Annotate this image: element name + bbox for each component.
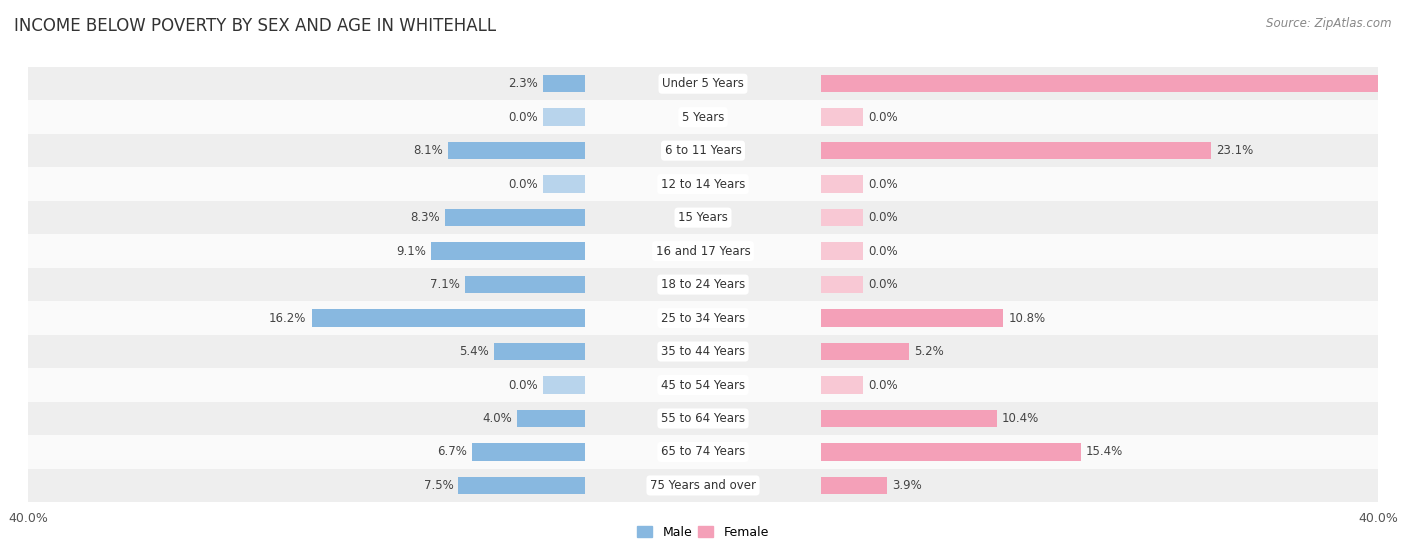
Text: 9.1%: 9.1% [396, 244, 426, 258]
Bar [821, 108, 863, 126]
Text: 15.4%: 15.4% [1085, 445, 1123, 459]
Bar [821, 376, 863, 394]
Text: Source: ZipAtlas.com: Source: ZipAtlas.com [1267, 17, 1392, 30]
Text: 5 Years: 5 Years [682, 110, 724, 124]
Bar [449, 142, 585, 160]
Bar [28, 335, 1378, 368]
Bar [28, 201, 1378, 234]
Text: 8.1%: 8.1% [413, 144, 443, 157]
Text: Under 5 Years: Under 5 Years [662, 77, 744, 90]
Text: 4.0%: 4.0% [482, 412, 512, 425]
Text: 55 to 64 Years: 55 to 64 Years [661, 412, 745, 425]
Text: 2.3%: 2.3% [508, 77, 537, 90]
Text: 23.1%: 23.1% [1216, 144, 1253, 157]
Text: 0.0%: 0.0% [869, 211, 898, 224]
Text: 5.4%: 5.4% [458, 345, 489, 358]
Bar [28, 368, 1378, 402]
Bar [517, 410, 585, 427]
Text: 0.0%: 0.0% [869, 244, 898, 258]
Bar [28, 100, 1378, 134]
Text: 16 and 17 Years: 16 and 17 Years [655, 244, 751, 258]
Bar [432, 242, 585, 260]
Bar [312, 309, 585, 327]
Bar [821, 410, 997, 427]
Text: 16.2%: 16.2% [269, 311, 307, 325]
Bar [28, 67, 1378, 100]
Text: 10.8%: 10.8% [1008, 311, 1046, 325]
Bar [472, 443, 585, 461]
Bar [821, 477, 887, 494]
Text: 0.0%: 0.0% [508, 110, 537, 124]
Bar [821, 242, 863, 260]
Bar [28, 234, 1378, 268]
Bar [543, 108, 585, 126]
Bar [28, 402, 1378, 435]
Bar [821, 276, 863, 294]
Legend: Male, Female: Male, Female [633, 521, 773, 544]
Bar [28, 134, 1378, 167]
Text: 0.0%: 0.0% [508, 177, 537, 191]
Bar [821, 75, 1406, 93]
Text: 0.0%: 0.0% [508, 378, 537, 392]
Bar [543, 376, 585, 394]
Text: 0.0%: 0.0% [869, 378, 898, 392]
Text: 6 to 11 Years: 6 to 11 Years [665, 144, 741, 157]
Text: 0.0%: 0.0% [869, 278, 898, 291]
Text: 25 to 34 Years: 25 to 34 Years [661, 311, 745, 325]
Bar [28, 268, 1378, 301]
Bar [458, 477, 585, 494]
Bar [821, 209, 863, 227]
Text: 7.1%: 7.1% [430, 278, 460, 291]
Bar [28, 301, 1378, 335]
Text: 0.0%: 0.0% [869, 177, 898, 191]
Text: 18 to 24 Years: 18 to 24 Years [661, 278, 745, 291]
Text: 35 to 44 Years: 35 to 44 Years [661, 345, 745, 358]
Bar [444, 209, 585, 227]
Bar [465, 276, 585, 294]
Bar [543, 175, 585, 193]
Bar [494, 343, 585, 360]
Bar [821, 142, 1211, 160]
Bar [821, 343, 908, 360]
Text: 0.0%: 0.0% [869, 110, 898, 124]
Text: 12 to 14 Years: 12 to 14 Years [661, 177, 745, 191]
Text: 8.3%: 8.3% [411, 211, 440, 224]
Bar [28, 435, 1378, 469]
Text: 3.9%: 3.9% [891, 479, 922, 492]
Bar [28, 167, 1378, 201]
Text: 65 to 74 Years: 65 to 74 Years [661, 445, 745, 459]
Text: 15 Years: 15 Years [678, 211, 728, 224]
Text: 45 to 54 Years: 45 to 54 Years [661, 378, 745, 392]
Text: 75 Years and over: 75 Years and over [650, 479, 756, 492]
Bar [821, 309, 1004, 327]
Bar [821, 443, 1081, 461]
Bar [543, 75, 585, 93]
Text: 5.2%: 5.2% [914, 345, 943, 358]
Text: 7.5%: 7.5% [423, 479, 453, 492]
Text: INCOME BELOW POVERTY BY SEX AND AGE IN WHITEHALL: INCOME BELOW POVERTY BY SEX AND AGE IN W… [14, 17, 496, 35]
Text: 10.4%: 10.4% [1001, 412, 1039, 425]
Bar [28, 469, 1378, 502]
Text: 6.7%: 6.7% [437, 445, 467, 459]
Bar [821, 175, 863, 193]
